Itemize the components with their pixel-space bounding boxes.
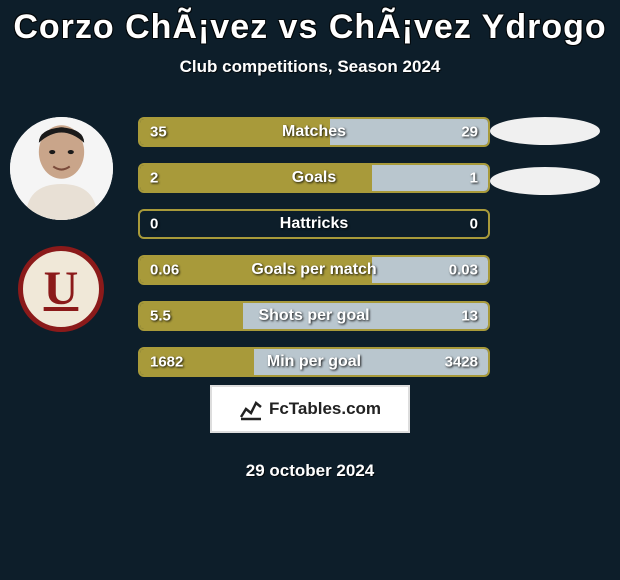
page-subtitle: Club competitions, Season 2024 bbox=[0, 57, 620, 77]
stat-left-value: 5.5 bbox=[150, 308, 171, 325]
chart-line-icon bbox=[239, 397, 263, 421]
page-title: Corzo ChÃ¡vez vs ChÃ¡vez Ydrogo bbox=[0, 0, 620, 47]
player1-column: U bbox=[10, 117, 120, 332]
stat-bar-left-fill bbox=[140, 165, 372, 191]
player2-column bbox=[490, 117, 610, 217]
stat-label: Matches bbox=[282, 123, 346, 141]
stat-right-value: 0.03 bbox=[449, 262, 478, 279]
stat-label: Shots per goal bbox=[258, 307, 369, 325]
stat-left-value: 35 bbox=[150, 124, 167, 141]
stat-left-value: 0 bbox=[150, 216, 158, 233]
player1-avatar bbox=[10, 117, 113, 220]
stat-left-value: 1682 bbox=[150, 354, 183, 371]
stat-label: Min per goal bbox=[267, 353, 361, 371]
player1-club-logo: U bbox=[18, 246, 104, 332]
stat-right-value: 13 bbox=[461, 308, 478, 325]
stat-label: Goals bbox=[292, 169, 336, 187]
stat-left-value: 0.06 bbox=[150, 262, 179, 279]
date-text: 29 october 2024 bbox=[0, 461, 620, 481]
stat-label: Hattricks bbox=[280, 215, 348, 233]
stat-right-value: 3428 bbox=[445, 354, 478, 371]
stat-left-value: 2 bbox=[150, 170, 158, 187]
stat-label: Goals per match bbox=[251, 261, 376, 279]
person-silhouette-icon bbox=[10, 117, 113, 220]
club-logo-letter: U bbox=[44, 265, 79, 313]
player2-club-placeholder bbox=[490, 167, 600, 195]
stat-right-value: 0 bbox=[470, 216, 478, 233]
stat-bar-row: 0.06 0.03 Goals per match bbox=[138, 255, 490, 285]
branding-text: FcTables.com bbox=[269, 399, 381, 419]
comparison-chart: U 35 29 Matches 2 1 Goals 0 0 Hattricks 0.06 0.03 G… bbox=[0, 117, 620, 377]
stat-bar-row: 2 1 Goals bbox=[138, 163, 490, 193]
stat-bars: 35 29 Matches 2 1 Goals 0 0 Hattricks 0.06 0.03 Goa… bbox=[138, 117, 490, 393]
stat-right-value: 29 bbox=[461, 124, 478, 141]
stat-right-value: 1 bbox=[470, 170, 478, 187]
stat-bar-row: 1682 3428 Min per goal bbox=[138, 347, 490, 377]
player2-avatar-placeholder bbox=[490, 117, 600, 145]
stat-bar-row: 5.5 13 Shots per goal bbox=[138, 301, 490, 331]
stat-bar-row: 0 0 Hattricks bbox=[138, 209, 490, 239]
stat-bar-row: 35 29 Matches bbox=[138, 117, 490, 147]
